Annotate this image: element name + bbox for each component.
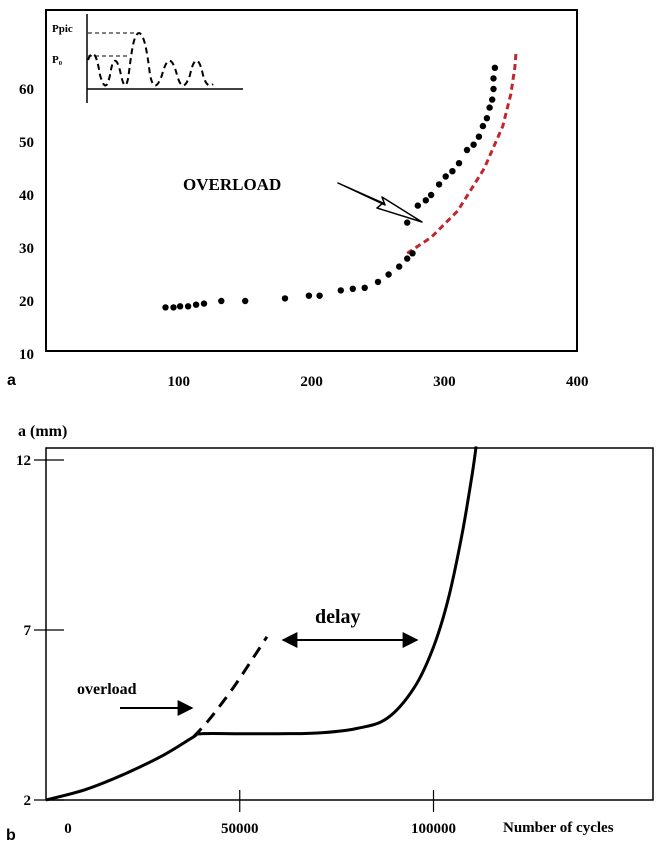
panel-b-x-tick-label: 50000 — [221, 821, 259, 837]
panel-a-data-point — [242, 297, 249, 305]
panel-a-data-point — [337, 287, 344, 294]
panel-a-data-point — [414, 202, 421, 209]
panel-b-dashed-curve — [192, 635, 269, 739]
overload-annotation-label: OVERLOAD — [183, 175, 281, 194]
panel-b-y-axis: 2 7 12 — [16, 453, 64, 809]
panel-a-data-point — [396, 263, 403, 270]
panel-a-y-tick-label: 40 — [19, 188, 34, 204]
panel-b-label: b — [6, 827, 16, 844]
panel-a-x-tick-label: 300 — [433, 374, 456, 390]
panel-b-y-tick-label: 7 — [24, 623, 32, 639]
panel-b: 2 7 12 0 50000 100000 a (mm) Number of cycle… — [6, 423, 654, 844]
panel-a-data-point — [422, 197, 429, 204]
panel-a-data-point — [200, 300, 208, 307]
panel-a-red-dashed-series — [406, 51, 518, 255]
panel-a-data-point — [449, 168, 456, 175]
panel-a-data-point — [475, 133, 483, 140]
panel-a-y-tick-label: 30 — [19, 241, 34, 257]
panel-a-y-tick-label: 20 — [19, 294, 34, 310]
panel-a-data-point — [218, 297, 225, 305]
panel-a-data-point — [349, 285, 356, 292]
panel-b-solid-curve — [45, 446, 478, 802]
panel-b-x-axis-label: Number of cycles — [503, 820, 614, 836]
overload-label: overload — [77, 681, 137, 698]
inset-label-ppic: Ppic — [52, 23, 73, 35]
panel-a-data-point — [491, 64, 499, 72]
panel-b-frame — [45, 447, 654, 801]
panel-a-data-point — [385, 271, 392, 278]
panel-b-x-tick-label: 0 — [64, 821, 72, 837]
overload-annotation-arrow — [337, 182, 423, 223]
panel-a-data-point — [409, 250, 416, 257]
panel-a-data-point — [404, 219, 411, 226]
panel-b-x-tick-label: 100000 — [411, 821, 456, 837]
panel-a-data-point — [374, 278, 382, 286]
load-spectrum-inset: Ppic P₀ — [52, 14, 243, 103]
panel-a-data-point — [281, 295, 289, 302]
panel-a-red-dashed-line — [406, 51, 518, 255]
panel-a-x-tick-label: 200 — [300, 374, 323, 390]
panel-a-y-axis: 10 20 30 40 50 60 — [19, 82, 34, 363]
panel-b-x-axis: 0 50000 100000 — [64, 790, 456, 837]
panel-a-x-tick-label: 100 — [168, 374, 191, 390]
panel-a-data-point — [162, 304, 169, 311]
panel-a-data-point — [489, 96, 496, 103]
panel-a-data-point — [435, 181, 443, 188]
panel-a-dot-series — [162, 64, 499, 311]
panel-a-data-point — [404, 255, 411, 262]
panel-a-data-point — [427, 191, 435, 199]
panel-a: 10 20 30 40 50 60 100 200 300 400 OVERLOAD Ppic … — [7, 9, 589, 390]
panel-a-y-tick-label: 50 — [19, 135, 34, 151]
panel-a-data-point — [483, 115, 491, 122]
delay-label: delay — [315, 606, 361, 628]
panel-a-data-point — [316, 292, 323, 299]
inset-label-p0: P₀ — [52, 54, 63, 66]
panel-a-data-point — [176, 303, 184, 310]
panel-a-data-point — [479, 122, 487, 130]
panel-a-y-tick-label: 60 — [19, 82, 34, 98]
panel-b-y-tick-label: 12 — [16, 453, 31, 469]
panel-a-data-point — [170, 304, 177, 311]
panel-a-y-tick-label: 10 — [19, 347, 34, 363]
panel-a-data-point — [184, 303, 192, 310]
panel-a-data-point — [470, 141, 477, 148]
panel-a-x-axis: 100 200 300 400 — [168, 374, 589, 390]
panel-a-data-point — [442, 173, 449, 180]
panel-a-data-point — [192, 301, 200, 308]
panel-a-data-point — [490, 75, 497, 82]
panel-b-y-tick-label: 2 — [24, 793, 32, 809]
panel-a-data-point — [463, 146, 471, 154]
panel-a-x-tick-label: 400 — [566, 374, 589, 390]
panel-a-data-point — [490, 85, 497, 93]
panel-a-data-point — [361, 284, 368, 291]
panel-b-y-axis-label: a (mm) — [18, 423, 67, 440]
panel-a-data-point — [455, 160, 463, 167]
panel-a-data-point — [486, 104, 493, 111]
panel-a-frame — [45, 9, 578, 352]
panel-a-label: a — [7, 372, 16, 389]
panel-a-data-point — [305, 292, 313, 299]
